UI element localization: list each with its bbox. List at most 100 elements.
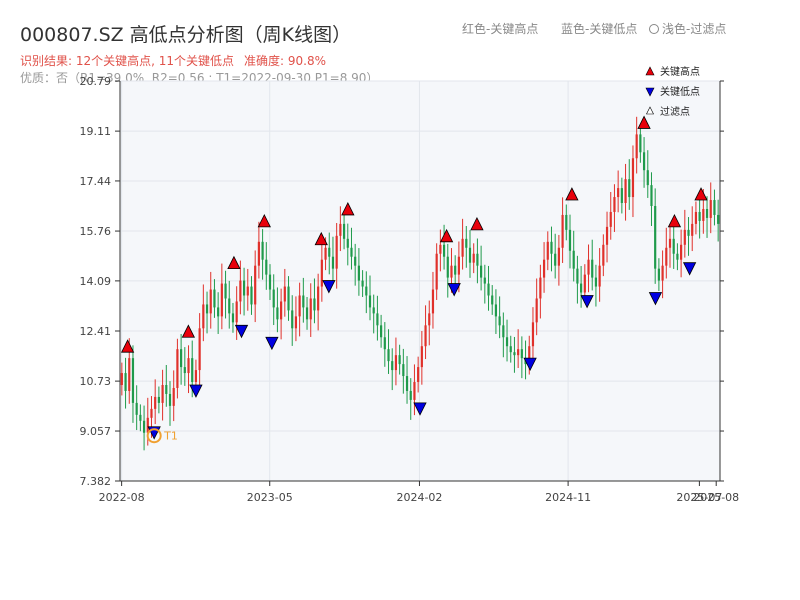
key-low-marker [413,402,427,416]
key-high-marker [565,187,579,201]
candle-body [502,325,505,338]
candle-body [550,241,553,254]
candle-body [135,402,138,415]
x-tick-label: 2024-11 [545,491,591,504]
candle-body [202,304,205,329]
candle-body [150,408,153,418]
candle-body [335,235,338,269]
candle-body [354,256,357,266]
candle-body [250,286,253,305]
candle-body [324,247,327,260]
candle-body [420,346,423,368]
candle-body [376,313,379,326]
chart-title: 000807.SZ 高低点分析图（周K线图） [20,24,352,46]
candle-body [480,265,483,278]
key-low-marker [234,324,249,339]
candle-body [435,253,438,290]
key-low-marker [189,384,203,398]
candle-body [468,247,472,263]
candle-body [687,229,690,236]
candle-body [528,346,531,365]
candle-body [602,244,605,266]
candle-body [168,393,172,406]
candle-body [583,274,586,293]
t1-marker-ring [146,428,162,444]
candle-body [517,349,520,356]
header-legend-light: 浅色-过滤点 [649,20,726,37]
candle-body [668,238,672,248]
header-legend-blue: 蓝色-关键低点 [561,20,637,37]
candle-body [472,253,475,263]
key-low-marker [447,283,461,297]
candle-body [224,283,227,299]
candle-body [302,295,305,308]
candle-body [494,304,498,317]
candle-body [672,238,675,254]
candle-body [339,223,342,236]
result-line: 识别结果: 12个关键高点, 11个关键低点 准确度: 90.8% [20,52,336,69]
candle-body [546,241,549,260]
candle-body [509,346,512,353]
key-low-marker [265,336,279,351]
candle-body [128,358,131,391]
candle-body [268,274,272,290]
key-high-marker [314,231,328,246]
candle-body [176,349,179,388]
key-high-marker [667,213,682,228]
candle-body [287,286,290,311]
candle-body [146,417,149,433]
candle-body [231,313,235,323]
candle-body [620,188,623,204]
candle-body [272,289,275,308]
candle-body [457,256,460,275]
x-tick-label: 2024-02 [396,491,442,504]
candle-body [487,283,490,296]
x-tick-label: 2023-05 [247,491,293,504]
candle-body [439,244,442,254]
candle-body [683,229,686,245]
candle-body [587,259,590,275]
candle-body [383,337,386,350]
t1-marker-label: T1 [163,430,178,443]
candle-body [624,179,627,204]
candle-body [342,223,346,239]
key-low-marker [322,280,336,294]
candle-body [698,211,701,221]
candle-body [398,355,401,365]
candle-body [605,226,609,245]
candle-body [531,322,535,347]
candle-body [120,373,123,385]
candle-body [191,358,194,383]
legend-high-label: 关键高点 [660,65,700,78]
candle-body [709,200,712,218]
candle-body [365,286,368,296]
candle-body [194,370,198,383]
candle-body [220,283,223,317]
candle-body [205,304,209,314]
x-tick-label: 2022-08 [99,491,145,504]
key-high-marker [439,228,454,243]
candle-body [239,280,242,302]
candle-body [235,301,238,323]
candle-body [183,367,186,374]
candle-body [131,358,135,403]
candle-body [565,214,568,230]
candle-body [409,390,412,400]
candle-body [713,200,716,215]
candle-body [446,256,449,278]
candle-body [513,352,516,356]
legend-blue-label: 蓝色-关键低点 [561,22,638,36]
result-text: 识别结果: 12个关键高点, 11个关键低点 [20,54,235,68]
x-tick-label: 2025-07 [676,491,722,504]
accuracy-text: 准确度: 90.8% [244,54,327,68]
candle-body [591,259,594,278]
candle-body [476,253,479,266]
candle-body [261,241,264,260]
candle-body [598,265,601,287]
candle-body [654,206,657,269]
key-high-marker [694,187,708,201]
candle-body [676,253,679,260]
candle-body [424,325,427,347]
y-tick-label: 17.44 [80,175,112,188]
